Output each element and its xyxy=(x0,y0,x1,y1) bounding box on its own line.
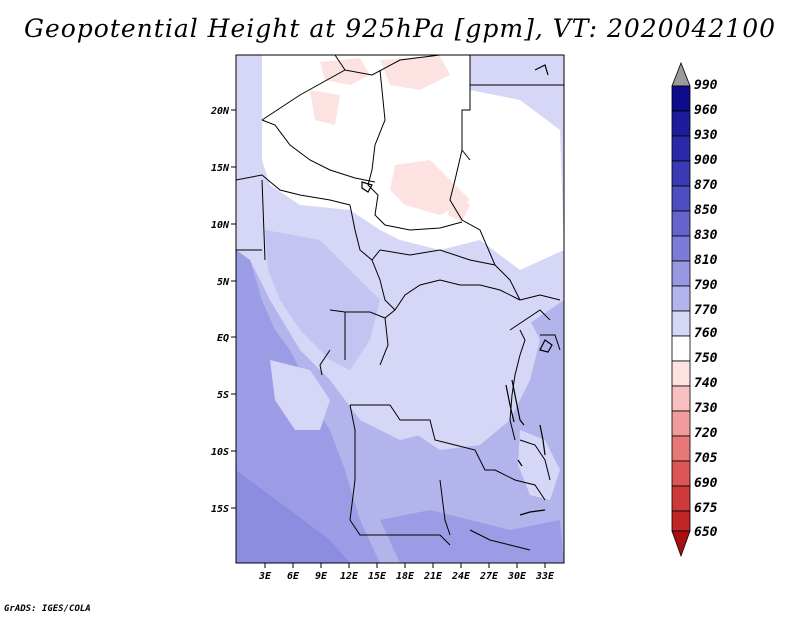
colorbar-top-arrow xyxy=(671,61,691,87)
colorbar-label-770: 770 xyxy=(694,303,718,318)
field-pink-2 xyxy=(380,56,450,90)
map-title: Geopotential Height at 925hPa [gpm], VT:… xyxy=(23,14,777,43)
field-deeper-southwest xyxy=(236,470,350,563)
field-pale-east xyxy=(518,430,560,500)
colorbar-swatch-720 xyxy=(671,435,691,462)
lat-label-15n: 15N xyxy=(211,163,230,174)
colorbar-label-870: 870 xyxy=(694,178,718,193)
colorbar-swatch-770 xyxy=(671,310,691,337)
map-frame xyxy=(235,54,565,564)
lat-label-5s: 5S xyxy=(217,390,229,401)
lakes xyxy=(361,64,553,516)
colorbar-label-850: 850 xyxy=(694,203,718,218)
colorbar-label-830: 830 xyxy=(694,228,718,243)
colorbar-label-705: 705 xyxy=(694,451,718,466)
lon-label-33e: 33E xyxy=(535,571,555,582)
lat-label-20n: 20N xyxy=(210,106,230,117)
field-congo-basin xyxy=(392,278,540,450)
grads-credit: GrADS: IGES/COLA xyxy=(4,604,91,614)
colorbar-label-960: 960 xyxy=(694,103,718,118)
colorbar-label-810: 810 xyxy=(694,253,718,268)
colorbar-label-650: 650 xyxy=(694,525,718,540)
lon-label-24e: 24E xyxy=(451,571,471,582)
lon-label-12e: 12E xyxy=(340,571,359,582)
lon-label-27e: 27E xyxy=(479,571,499,582)
colorbar-label-675: 675 xyxy=(694,501,718,516)
colorbar-swatch-760 xyxy=(671,335,691,362)
field-deep-south xyxy=(380,510,564,563)
lat-label-10s: 10S xyxy=(211,447,229,458)
colorbar xyxy=(671,61,691,558)
lat-label-15s: 15S xyxy=(211,504,229,515)
country-borders xyxy=(236,55,564,551)
lon-label-21e: 21E xyxy=(423,571,443,582)
colorbar-label-750: 750 xyxy=(694,351,718,366)
field-pale-sw xyxy=(270,360,330,430)
colorbar-swatch-850 xyxy=(671,210,691,237)
colorbar-swatch-790 xyxy=(671,285,691,312)
colorbar-swatch-930 xyxy=(671,135,691,162)
field-pink-5 xyxy=(448,190,470,222)
colorbar-label-930: 930 xyxy=(694,128,718,143)
colorbar-swatch-730 xyxy=(671,410,691,437)
field-light-west xyxy=(265,230,380,370)
colorbar-swatch-705 xyxy=(671,460,691,487)
lon-axis: 3E 6E 9E 12E 15E 18E 21E 24E 27E 30E 33E xyxy=(258,563,555,582)
colorbar-label-900: 900 xyxy=(694,153,718,168)
field-pink-3 xyxy=(310,90,340,125)
colorbar-swatch-690 xyxy=(671,485,691,512)
colorbar-bottom-arrow xyxy=(671,530,691,558)
lon-label-6e: 6E xyxy=(287,571,300,582)
colorbar-swatch-675 xyxy=(671,510,691,532)
lon-label-15e: 15E xyxy=(368,571,387,582)
colorbar-label-740: 740 xyxy=(694,376,718,391)
colorbar-swatch-810 xyxy=(671,260,691,287)
colorbar-swatch-740 xyxy=(671,385,691,412)
lat-label-eq: EQ xyxy=(217,333,229,344)
colorbar-swatch-870 xyxy=(671,185,691,212)
colorbar-swatch-830 xyxy=(671,235,691,262)
lon-label-18e: 18E xyxy=(396,571,415,582)
lon-label-3e: 3E xyxy=(258,571,272,582)
lon-label-9e: 9E xyxy=(315,571,328,582)
lat-axis: 20N 15N 10N 5N EQ 5S 10S 15S xyxy=(210,106,236,515)
lat-label-10n: 10N xyxy=(211,220,230,231)
lon-label-30e: 30E xyxy=(507,571,527,582)
colorbar-swatch-960 xyxy=(671,110,691,137)
colorbar-label-730: 730 xyxy=(694,401,718,416)
colorbar-swatch-900 xyxy=(671,160,691,187)
colorbar-label-760: 760 xyxy=(694,326,718,341)
map-field xyxy=(236,55,564,563)
colorbar-label-790: 790 xyxy=(694,278,718,293)
colorbar-swatch-990 xyxy=(671,85,691,112)
colorbar-swatch-750 xyxy=(671,360,691,387)
field-pink-1 xyxy=(320,58,370,85)
lat-label-5n: 5N xyxy=(217,277,230,288)
field-pink-4 xyxy=(390,160,470,215)
colorbar-label-690: 690 xyxy=(694,476,718,491)
colorbar-label-720: 720 xyxy=(694,426,718,441)
colorbar-label-990: 990 xyxy=(694,78,718,93)
